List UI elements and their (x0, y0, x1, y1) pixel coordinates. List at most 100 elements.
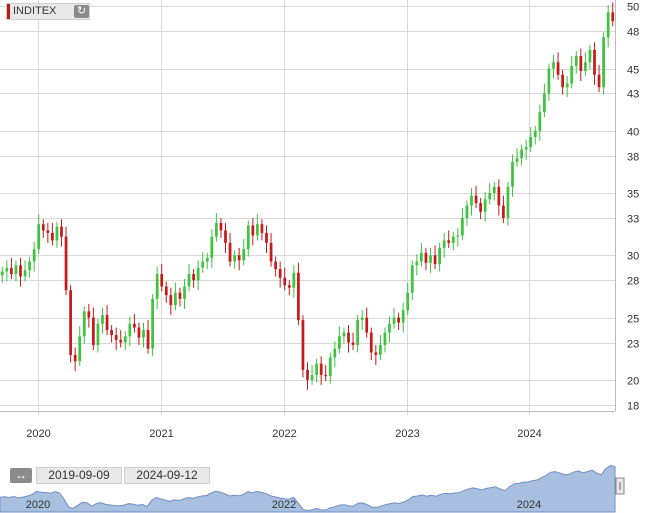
candle-body (602, 37, 605, 88)
candle-body (306, 369, 309, 380)
candle (19, 257, 22, 287)
range-start-input[interactable]: 2019-09-09 (36, 467, 122, 484)
candle (338, 326, 341, 354)
refresh-icon[interactable]: ↻ (74, 5, 89, 18)
candle-body (520, 149, 523, 159)
candle-body (524, 146, 528, 150)
candle (506, 181, 510, 226)
candle-body (237, 255, 241, 261)
candle (374, 344, 378, 365)
candle-body (32, 249, 36, 262)
candle-body (565, 83, 569, 88)
candle-body (552, 62, 555, 69)
y-tick-label: 38 (627, 152, 639, 164)
candle (602, 32, 605, 95)
candle-body (169, 295, 173, 306)
candle-body (347, 332, 350, 343)
candle (511, 154, 514, 197)
candle (110, 325, 113, 343)
candle (5, 260, 9, 282)
candle-body (606, 12, 610, 38)
candle-body (256, 224, 259, 236)
y-tick-label: 48 (627, 27, 639, 39)
candle-body (324, 374, 328, 377)
candle-body (333, 348, 337, 358)
candle-body (274, 261, 277, 270)
candle (369, 327, 373, 360)
range-arrows-icon[interactable]: ↔ (10, 468, 32, 483)
candle-body (538, 112, 542, 131)
navigator-handle[interactable] (615, 477, 625, 495)
candle-body (410, 265, 414, 293)
candle-body (315, 363, 318, 375)
candle-body (110, 330, 113, 336)
candle-body (46, 230, 50, 233)
candle-body (19, 265, 22, 277)
candle (301, 315, 305, 378)
candle (315, 358, 318, 383)
navigator-label: 2024 (517, 499, 541, 511)
candle (451, 231, 455, 251)
candle (265, 225, 268, 253)
candle (192, 269, 195, 288)
candle (233, 250, 236, 270)
candle (543, 83, 546, 118)
candle (242, 239, 246, 266)
candle-body (219, 222, 223, 231)
candle-body (593, 49, 596, 75)
candle (552, 54, 555, 79)
candle (547, 63, 551, 101)
candle-body (579, 56, 583, 71)
candle (524, 139, 528, 160)
candle-body (447, 240, 451, 243)
candle-body (10, 267, 13, 274)
ticker-selector[interactable]: INDITEX ↻ (6, 3, 90, 20)
candle (137, 322, 141, 345)
y-tick-label: 50 (627, 2, 639, 14)
candle (37, 214, 41, 255)
candle-body (92, 317, 95, 345)
candle (297, 262, 300, 326)
candle (278, 261, 282, 288)
ticker-color-marker (7, 4, 10, 19)
candle (565, 75, 569, 98)
candle (438, 242, 441, 272)
x-tick-label: 2022 (272, 428, 296, 440)
candle-body (151, 298, 154, 349)
candle (420, 242, 423, 267)
candle-body (242, 249, 246, 261)
candle (10, 257, 13, 279)
range-end-input[interactable]: 2024-09-12 (124, 467, 210, 484)
candle (123, 331, 127, 350)
ticker-name: INDITEX (13, 5, 57, 17)
candle-body (310, 374, 314, 380)
navigator-area (0, 464, 616, 513)
candle-body (424, 252, 428, 263)
candle (347, 325, 350, 353)
candle (570, 56, 574, 89)
candle (101, 307, 104, 334)
candle-body (543, 93, 546, 113)
y-tick-label: 35 (627, 189, 639, 201)
candle-body (588, 49, 592, 63)
candle-body (574, 56, 578, 67)
candle-body (338, 336, 341, 349)
candle (64, 226, 68, 296)
y-tick-label: 40 (627, 127, 639, 139)
candle (55, 221, 59, 248)
candle-body (406, 292, 410, 311)
candle-body (511, 161, 514, 187)
candle (287, 280, 291, 296)
candle-body (187, 274, 191, 287)
candle (488, 183, 492, 205)
candle (342, 327, 346, 344)
candle-body (319, 363, 323, 375)
candle-body (233, 255, 236, 262)
candle (415, 254, 419, 276)
candle-body (397, 317, 400, 323)
candle-body (529, 137, 533, 147)
candle (32, 241, 36, 272)
candle-body (388, 323, 391, 333)
candle-body (41, 224, 45, 231)
candle-body (369, 332, 373, 353)
